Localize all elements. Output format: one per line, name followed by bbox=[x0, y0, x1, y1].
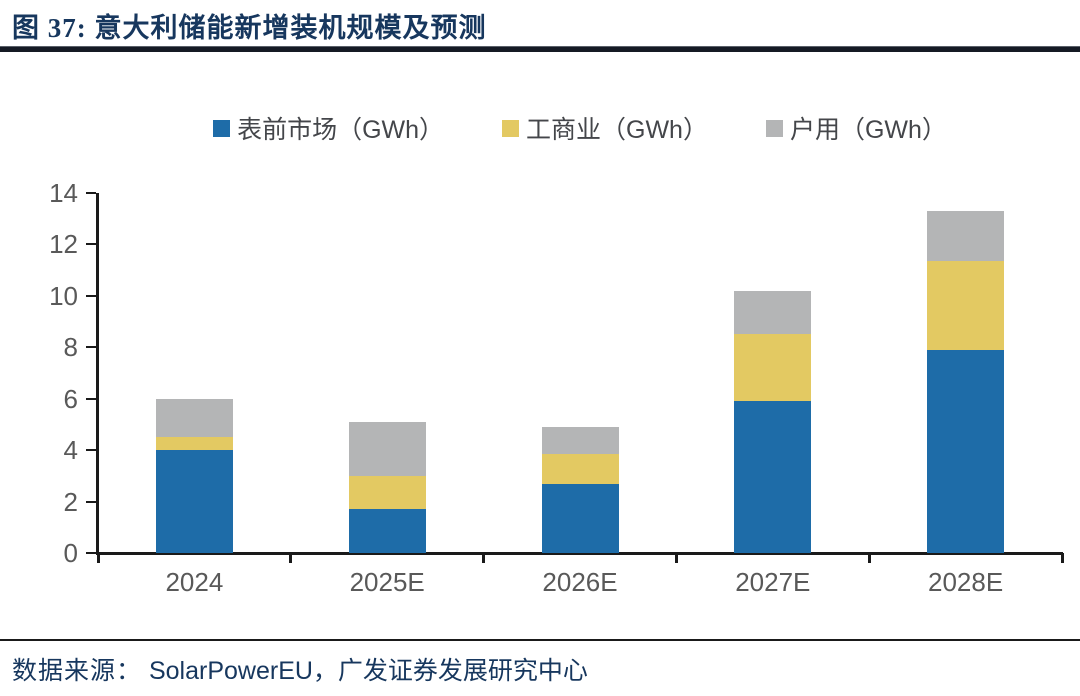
y-axis-tick-mark bbox=[86, 243, 96, 246]
y-axis-tick-mark bbox=[86, 346, 96, 349]
bar-segment-ci bbox=[541, 454, 619, 484]
x-axis bbox=[96, 552, 1063, 555]
bar-segment-utility bbox=[155, 450, 233, 553]
bar-segment-utility bbox=[348, 509, 426, 553]
x-axis-category-label: 2025E bbox=[349, 567, 425, 597]
chart-legend: 表前市场（GWh） 工商业（GWh） 户用（GWh） bbox=[98, 112, 1062, 144]
y-axis-tick-label: 2 bbox=[63, 486, 78, 517]
legend-swatch-icon bbox=[213, 119, 231, 137]
title-divider-rule bbox=[0, 46, 1080, 52]
legend-item-ci: 工商业（GWh） bbox=[502, 110, 708, 146]
x-axis-tick-mark bbox=[96, 553, 100, 563]
legend-label: 工商业（GWh） bbox=[526, 116, 708, 144]
y-axis-tick-label: 6 bbox=[63, 383, 78, 414]
source-label: 数据来源： bbox=[12, 658, 143, 685]
y-axis-tick-label: 14 bbox=[49, 178, 78, 208]
x-axis-tick-mark bbox=[674, 553, 678, 563]
bar-segment-residential bbox=[541, 427, 619, 454]
bar-segment-residential bbox=[348, 421, 426, 476]
footer-divider-rule bbox=[0, 639, 1080, 641]
y-axis-tick-label: 10 bbox=[49, 280, 78, 311]
legend-swatch-icon bbox=[502, 119, 520, 137]
y-axis-tick-mark bbox=[86, 449, 96, 452]
x-axis-category-label: 2024 bbox=[165, 567, 224, 597]
source-note: 数据来源： SolarPowerEU，广发证券发展研究中心 bbox=[12, 651, 588, 687]
bar-segment-ci bbox=[155, 437, 233, 451]
source-text: SolarPowerEU，广发证券发展研究中心 bbox=[148, 657, 588, 685]
x-axis-tick-mark bbox=[289, 553, 293, 563]
x-axis-category-label: 2027E bbox=[735, 567, 811, 597]
legend-label: 户用（GWh） bbox=[789, 116, 947, 144]
x-axis-category-label: 2026E bbox=[542, 567, 618, 597]
x-axis-category-label: 2028E bbox=[928, 567, 1004, 597]
bar-segment-ci bbox=[734, 334, 812, 402]
legend-label: 表前市场（GWh） bbox=[237, 116, 445, 144]
bar-segment-residential bbox=[734, 290, 812, 335]
y-axis bbox=[96, 193, 99, 555]
y-axis-tick-mark bbox=[86, 552, 96, 554]
bar-segment-residential bbox=[155, 398, 233, 438]
y-axis-tick-mark bbox=[86, 397, 96, 400]
y-axis-tick-mark bbox=[86, 294, 96, 297]
y-axis-tick-label: 0 bbox=[63, 538, 78, 568]
y-axis-tick-mark bbox=[86, 500, 96, 503]
bar-segment-residential bbox=[927, 211, 1005, 262]
bar-segment-utility bbox=[541, 483, 619, 553]
figure-title: 图 37: 意大利储能新增装机规模及预测 bbox=[12, 13, 487, 43]
legend-swatch-icon bbox=[765, 119, 783, 137]
x-axis-tick-mark bbox=[867, 553, 871, 563]
legend-item-utility: 表前市场（GWh） bbox=[213, 110, 444, 146]
y-axis-tick-mark bbox=[86, 192, 96, 194]
y-axis-tick-label: 8 bbox=[63, 332, 78, 363]
bar-segment-ci bbox=[348, 475, 426, 510]
x-axis-tick-mark bbox=[1060, 553, 1064, 563]
bar-segment-utility bbox=[734, 401, 812, 553]
y-axis-tick-label: 12 bbox=[49, 229, 78, 260]
bar-segment-utility bbox=[927, 349, 1005, 553]
x-axis-tick-mark bbox=[482, 553, 486, 563]
legend-item-residential: 户用（GWh） bbox=[765, 110, 947, 146]
y-axis-tick-label: 4 bbox=[63, 435, 78, 466]
bar-segment-ci bbox=[927, 261, 1005, 350]
